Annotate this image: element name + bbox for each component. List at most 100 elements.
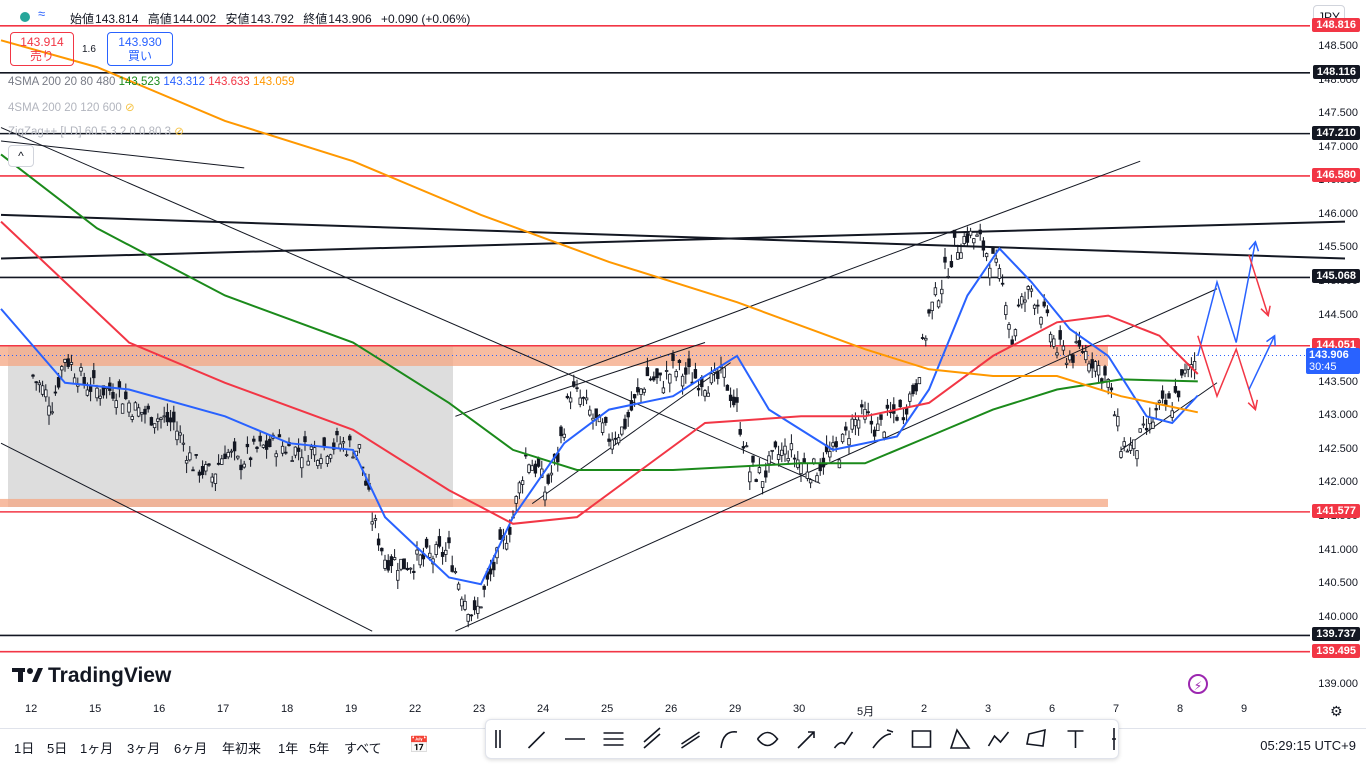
candle-body [37,382,42,386]
pitchfork-icon[interactable] [643,727,661,749]
candle-body [469,614,474,617]
candle-body [1103,366,1107,376]
candle-body [101,385,106,396]
candle-body [364,480,368,486]
candle-body [757,467,762,474]
hidden-eye-icon[interactable]: ⊘ [174,126,184,138]
candle-body [1045,309,1050,314]
indicator-legend-1[interactable]: 4SMA 200 20 80 480 143.523 143.312 143.6… [8,76,295,88]
indicator-legend-3[interactable]: ZigZag++ [LD] 60 5 3 2 0 0 80 3 ⊘ [8,124,184,138]
candle-body [639,388,643,395]
candle-body [818,463,822,472]
candle-body [882,431,886,439]
candle-body [181,442,186,445]
candle-body [140,411,144,415]
candle-body [696,387,701,391]
candle-body [252,438,256,442]
date-range-icon[interactable]: 📅 [409,737,429,754]
candle-body [735,397,739,403]
rectangle-icon[interactable] [911,730,932,748]
candle-body [668,373,672,384]
arrow-icon[interactable] [797,731,815,749]
candle-body [178,432,182,436]
candle-body [607,438,611,442]
wave-icon[interactable]: ≈ [38,6,46,21]
parallel-channel-icon[interactable] [603,732,624,746]
range-button[interactable]: 1ヶ月 [80,741,114,756]
range-button[interactable]: 年初来 [222,741,262,756]
drag-handle-icon[interactable] [495,730,501,748]
trend-line [455,288,1218,632]
price-tick-label: 140.500 [1318,577,1358,590]
candle-body [770,449,774,452]
candle-body [632,394,637,399]
indicator-legend-2[interactable]: 4SMA 200 20 120 600 ⊘ [8,100,135,114]
vertical-line-icon[interactable] [1112,728,1116,750]
sell-button[interactable]: 143.914 売り [10,32,74,66]
trend-line-icon[interactable] [527,731,546,749]
pattern-icon[interactable] [987,731,1010,747]
buy-label: 買い [127,49,152,63]
time-tick-label: 9 [1241,703,1248,715]
fib-icon[interactable] [681,731,700,749]
range-button[interactable]: 5年 [309,741,330,756]
candle-body [424,538,429,548]
price-chart[interactable] [0,0,1366,728]
candle-body [962,236,966,244]
candle-body [156,418,160,422]
time-tick-label: 26 [665,703,678,715]
candle-body [1010,339,1014,345]
price-tick-label: 145.500 [1318,241,1358,254]
candle-body [408,567,413,570]
candle-body [44,389,48,398]
candle-body [124,391,128,400]
text-icon[interactable] [1067,730,1084,748]
range-button[interactable]: 6ヶ月 [174,741,208,756]
candle-body [831,442,835,447]
candle-body [255,446,259,449]
candle-body [322,437,326,448]
sell-label: 売り [29,49,54,63]
candle-body [895,416,899,421]
triangle-icon[interactable] [949,728,971,749]
low-value: 143.792 [250,12,294,26]
curve-icon[interactable] [720,731,738,749]
buy-button[interactable]: 143.930 買い [107,32,173,66]
range-button[interactable]: 5日 [47,741,68,756]
price-tick-label: 147.500 [1318,107,1358,120]
candle-body [149,417,154,426]
collapse-legend-button[interactable]: ^ [8,145,34,167]
candle-body [498,529,502,540]
candle-body [1000,282,1005,285]
candle-body [562,433,566,438]
candle-body [517,482,522,494]
candle-body [508,527,512,535]
polygon-icon[interactable] [1026,728,1046,747]
lightning-icon[interactable]: ⚡ [1188,674,1208,694]
candle-body [623,418,627,429]
brush-icon[interactable] [833,731,854,749]
candle-body [440,551,445,557]
change-value: +0.090 (+0.06%) [381,12,471,26]
low-label: 安値 [225,12,250,26]
candle-body [802,458,806,464]
range-button[interactable]: 3ヶ月 [127,741,161,756]
candle-body [981,240,986,251]
range-button[interactable]: 1年 [278,741,299,756]
path-icon[interactable] [872,729,894,749]
ellipse-icon[interactable] [756,731,779,747]
time-tick-label: 30 [793,703,806,715]
candle-body [453,571,458,574]
candle-body [418,554,422,566]
range-button[interactable]: 1日 [14,741,35,756]
candle-body [975,234,979,237]
candle-body [808,479,813,484]
candle-body [344,454,349,457]
range-button[interactable]: すべて [344,741,382,756]
scenario-arrow [1248,254,1269,316]
candle-body [1183,369,1187,374]
candle-body [959,252,963,259]
candle-body [348,435,352,441]
settings-gear-icon[interactable]: ⚙ [1330,703,1343,719]
hidden-eye-icon[interactable]: ⊘ [125,102,135,114]
